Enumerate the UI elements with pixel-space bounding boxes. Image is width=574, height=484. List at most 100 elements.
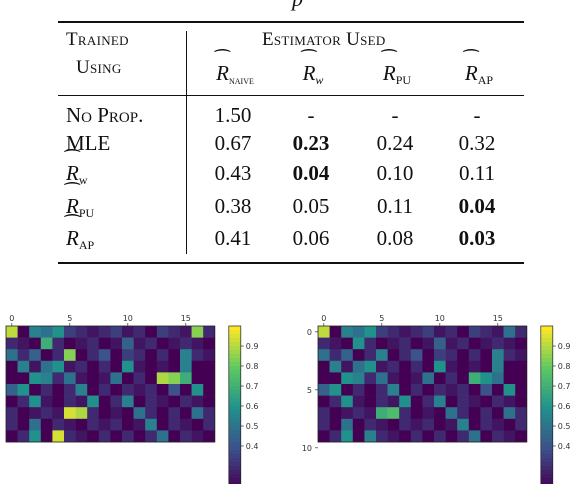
- heatmap-cell: [87, 372, 100, 385]
- colorbar-segment: [228, 434, 241, 439]
- heatmap-cell: [110, 384, 123, 396]
- heatmap-cell: [6, 326, 18, 338]
- colorbar-tick-label: 0.8: [558, 362, 571, 371]
- heatmap-right-svg: 0 5 10 15 0 5 10 0.9 0.8 0.7 0.6 0.5 0.4: [302, 314, 571, 484]
- heatmap-cell: [98, 384, 111, 396]
- heatmap-cell: [145, 430, 158, 443]
- heatmap-cell: [480, 349, 493, 362]
- heatmap-cell: [329, 360, 342, 373]
- heatmap-cell: [410, 384, 423, 396]
- heatmap-cell: [434, 395, 446, 408]
- heatmap-cell: [318, 430, 330, 443]
- row-label: ⁀ Rw: [65, 150, 88, 187]
- heatmap-cell: [52, 337, 65, 350]
- heatmap-cell: [75, 337, 88, 350]
- heatmap-cell: [341, 430, 354, 443]
- heatmap-cell: [6, 418, 18, 431]
- heatmap-cell: [364, 407, 377, 420]
- colorbar-tick-label: 0.4: [558, 442, 571, 451]
- heatmap-cell: [318, 349, 330, 362]
- heatmap-cell: [387, 372, 400, 385]
- table-vertical-rule: [186, 31, 187, 254]
- heatmap-cell: [64, 430, 76, 443]
- heatmap-cell: [364, 384, 377, 396]
- heatmap-cell: [29, 407, 42, 420]
- heatmap-cell: [422, 430, 435, 443]
- heatmap-cell: [156, 326, 169, 338]
- colorbar-segment: [540, 430, 553, 435]
- heatmap-cell: [341, 418, 354, 431]
- heatmap-cell: [318, 360, 330, 373]
- heatmap-cell: [203, 337, 216, 350]
- colorbar-segment: [540, 386, 553, 391]
- header-using: Using: [76, 57, 122, 78]
- heatmap-cell: [515, 349, 528, 362]
- heatmap-cell: [6, 372, 18, 385]
- x-tick-label: 15: [181, 314, 191, 323]
- colorbar-tick-label: 0.6: [558, 402, 571, 411]
- heatmap-cell: [168, 349, 181, 362]
- heatmap-cell: [122, 407, 134, 420]
- colorbar-segment: [540, 346, 553, 351]
- heatmap-cell: [434, 372, 446, 385]
- heatmap-cell: [457, 349, 470, 362]
- heatmap-cell: [515, 418, 528, 431]
- heatmap-cell: [480, 395, 493, 408]
- colorbar-segment: [540, 354, 553, 359]
- heatmap-cell: [399, 430, 412, 443]
- colorbar-segment: [228, 358, 241, 363]
- colorbar-segment: [228, 386, 241, 391]
- heatmap-cell: [503, 430, 516, 443]
- heatmap-cell: [122, 418, 134, 431]
- heatmap-cell: [492, 418, 504, 431]
- heatmap-cell: [29, 360, 42, 373]
- heatmap-cell: [445, 407, 458, 420]
- colorbar-segment: [540, 390, 553, 395]
- colorbar-segment: [540, 362, 553, 367]
- heatmap-cell: [156, 372, 169, 385]
- colorbar-segment: [540, 334, 553, 339]
- heatmap-cell: [191, 395, 204, 408]
- colorbar-segment: [540, 418, 553, 423]
- heatmap-cell: [40, 372, 53, 385]
- heatmap-cell: [376, 337, 388, 350]
- heatmap-cell: [64, 360, 76, 373]
- heatmap-cell: [376, 372, 388, 385]
- heatmap-cell: [410, 360, 423, 373]
- heatmap-cell: [480, 372, 493, 385]
- colorbar-segment: [540, 442, 553, 447]
- heatmap-cell: [434, 407, 446, 420]
- heatmap-cell: [29, 395, 42, 408]
- colorbar-segment: [228, 410, 241, 415]
- heatmap-cell: [75, 407, 88, 420]
- heatmap-cell: [515, 395, 528, 408]
- heatmap-cell: [341, 337, 354, 350]
- heatmap-cell: [468, 326, 481, 338]
- heatmap-cell: [445, 349, 458, 362]
- heatmap-cell: [480, 430, 493, 443]
- heatmap-cell: [422, 407, 435, 420]
- heatmap-cell: [52, 430, 65, 443]
- heatmap-cell: [122, 395, 134, 408]
- colorbar-segment: [540, 454, 553, 459]
- colorbar-segment: [540, 330, 553, 335]
- heatmap-cell: [191, 337, 204, 350]
- heatmap-cell: [98, 418, 111, 431]
- heatmap-cell: [341, 407, 354, 420]
- heatmap-cell: [98, 430, 111, 443]
- heatmap-cell: [40, 418, 53, 431]
- heatmap-cell: [376, 349, 388, 362]
- heatmap-cell: [410, 407, 423, 420]
- colorbar-segment: [540, 438, 553, 443]
- heatmap-cell: [457, 337, 470, 350]
- heatmap-cell: [156, 337, 169, 350]
- heatmap-cell: [191, 349, 204, 362]
- heatmap-cell: [445, 337, 458, 350]
- heatmap-cell: [6, 384, 18, 396]
- heatmap-cell: [145, 395, 158, 408]
- heatmap-cell: [180, 430, 192, 443]
- heatmap-cell: [87, 384, 100, 396]
- heatmap-cell: [145, 418, 158, 431]
- heatmap-cell: [168, 360, 181, 373]
- heatmap-cell: [492, 384, 504, 396]
